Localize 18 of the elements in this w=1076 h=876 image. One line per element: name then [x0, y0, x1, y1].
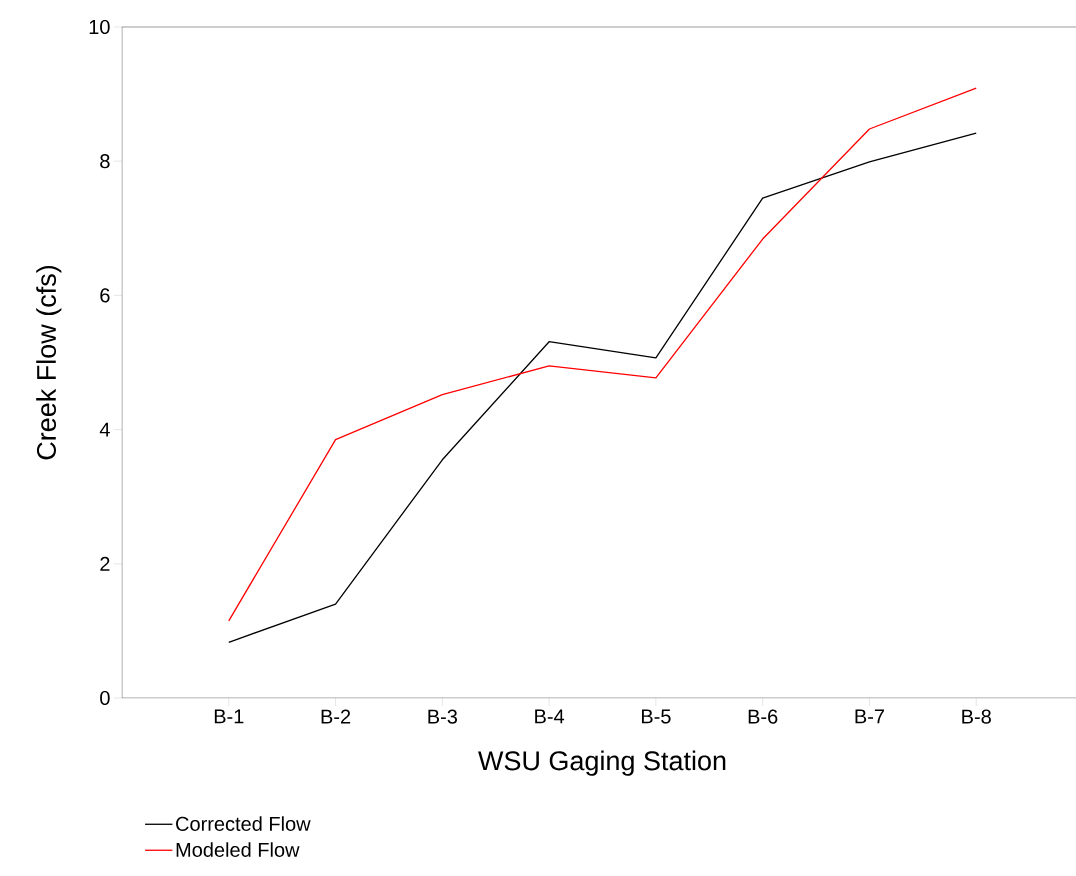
- x-tick-label: B-7: [855, 709, 884, 724]
- x-tick-label: B-3: [428, 709, 458, 724]
- x-tick-label: B-4: [535, 709, 565, 724]
- y-axis-title: Creek Flow (cfs): [36, 265, 62, 460]
- x-tick-label: B-8: [962, 709, 991, 724]
- legend-label: Modeled Flow: [176, 842, 300, 857]
- y-tick-label: 8: [100, 154, 110, 169]
- y-tick-label: 4: [99, 422, 110, 437]
- x-tick-label: B-5: [641, 709, 671, 724]
- y-tick-label: 6: [100, 288, 110, 303]
- x-tick-label: B-6: [748, 709, 778, 724]
- y-tick-label: 2: [100, 556, 110, 571]
- x-axis-title: WSU Gaging Station: [478, 750, 726, 776]
- x-tick-label: B-2: [321, 709, 351, 724]
- x-tick-label: B-1: [214, 709, 244, 724]
- legend-label: Corrected Flow: [176, 816, 311, 831]
- y-tick-label: 10: [89, 19, 110, 35]
- y-tick-label: 0: [100, 690, 110, 706]
